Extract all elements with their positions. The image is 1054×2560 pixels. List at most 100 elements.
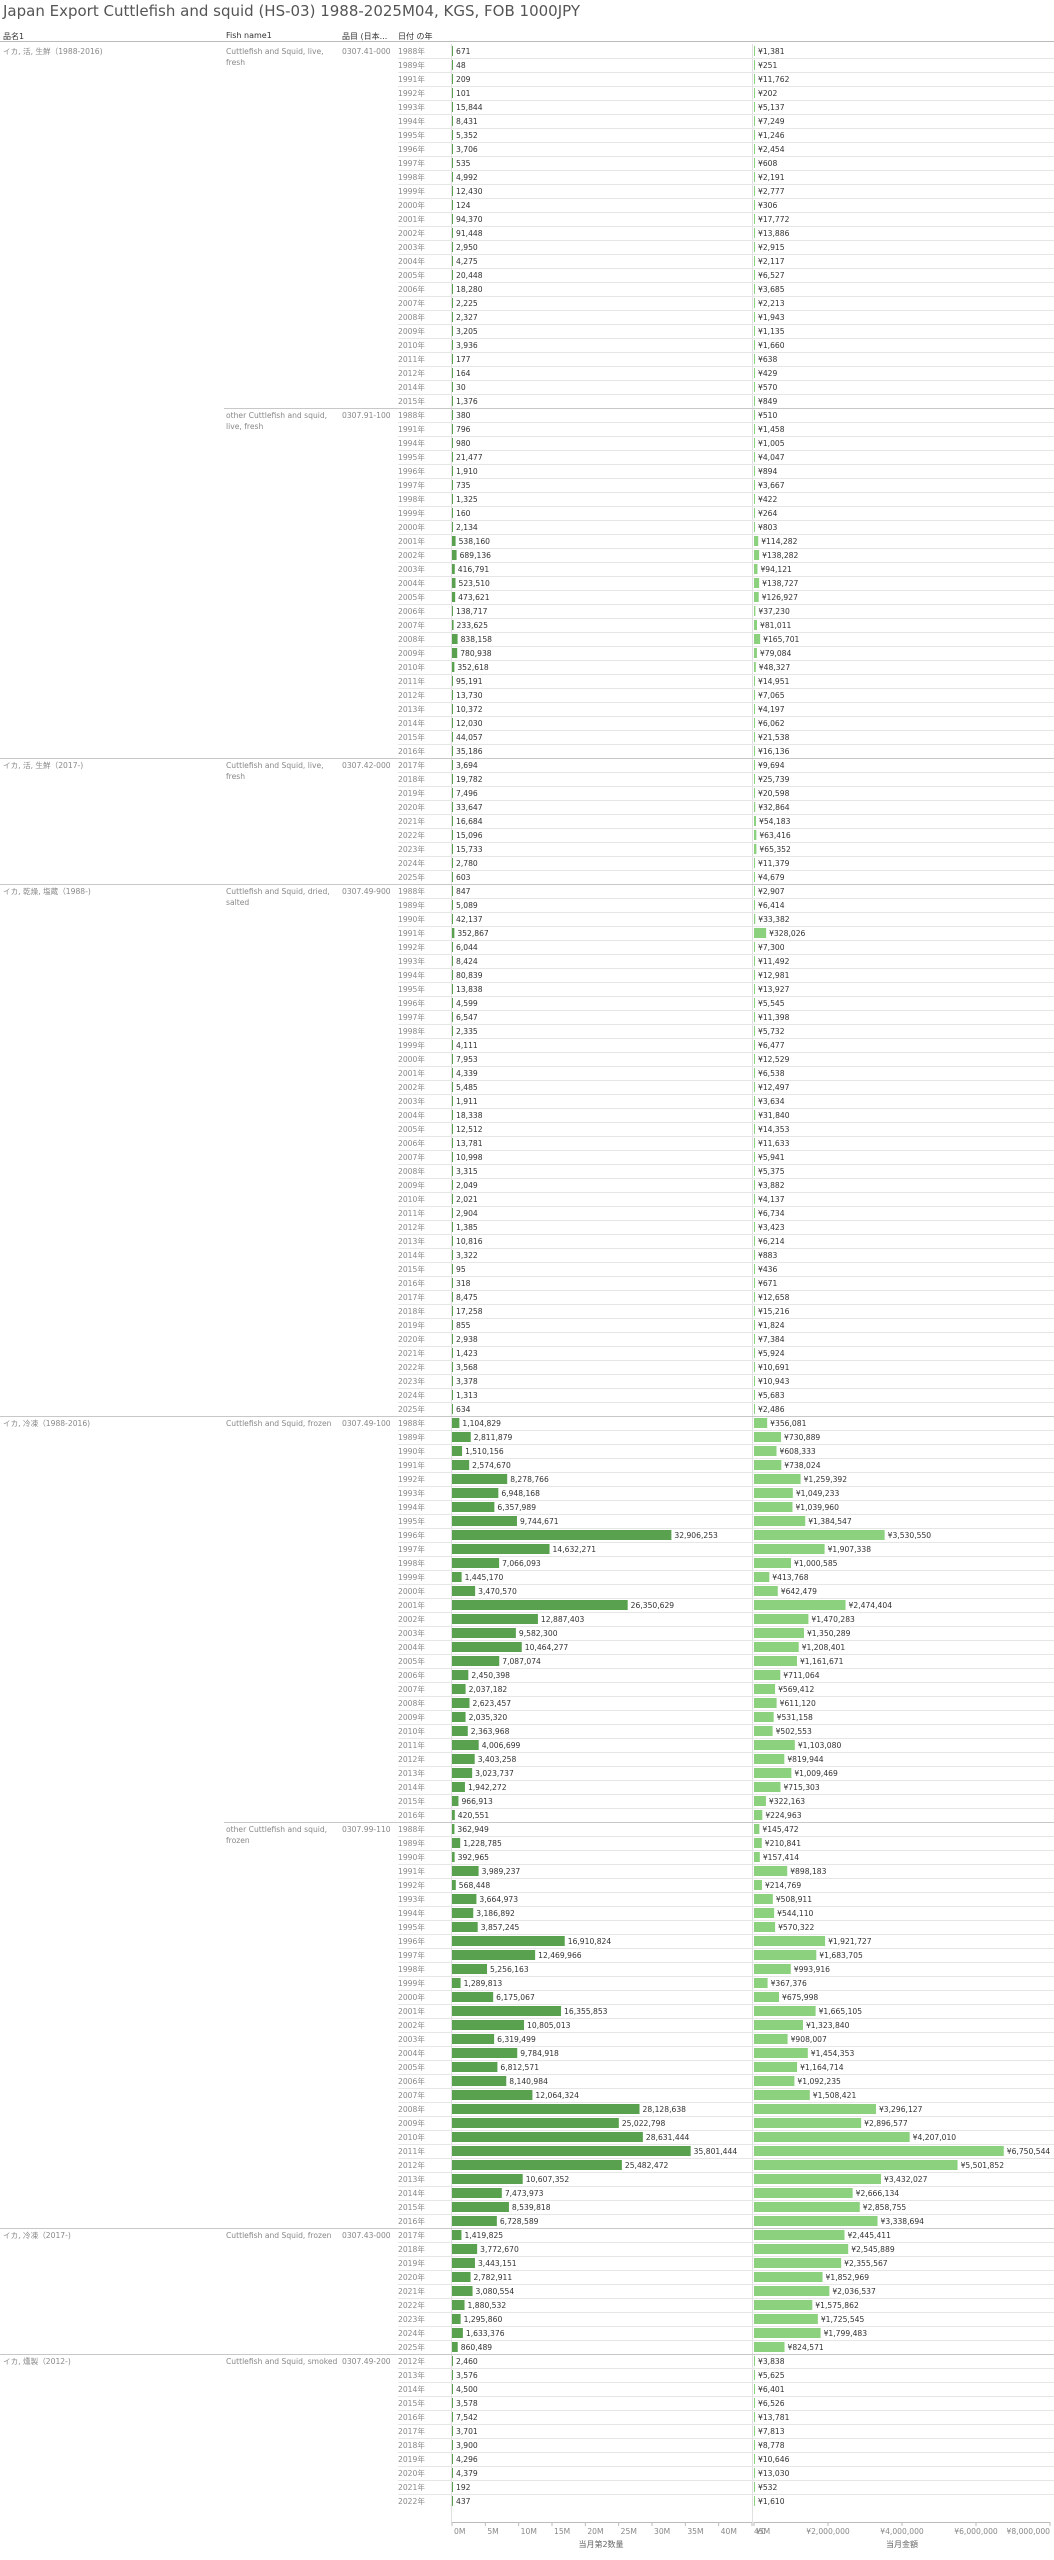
amount-bar [754, 242, 755, 252]
amount-bar [754, 1124, 755, 1134]
year-label: 2012年 [398, 2160, 425, 2170]
quantity-bar [452, 1124, 453, 1134]
quantity-value-label: 10,607,352 [526, 2175, 570, 2184]
quantity-value-label: 3,772,670 [480, 2245, 519, 2254]
year-label: 1989年 [398, 900, 425, 910]
amount-value-label: ¥1,161,671 [800, 1657, 844, 1666]
amount-value-label: ¥510 [758, 411, 777, 420]
quantity-value-label: 352,867 [457, 929, 489, 938]
quantity-bar [452, 676, 453, 686]
quantity-value-label: 6,175,067 [496, 1993, 535, 2002]
quantity-value-label: 1,385 [456, 1223, 478, 1232]
amount-bar [754, 1852, 760, 1862]
quantity-value-label: 12,064,324 [535, 2091, 579, 2100]
quantity-bar [452, 1488, 499, 1498]
amount-value-label: ¥642,479 [781, 1587, 817, 1596]
amount-bar [754, 1516, 806, 1526]
year-label: 2016年 [398, 2412, 425, 2422]
year-label: 2017年 [398, 2426, 425, 2436]
year-label: 2013年 [398, 2370, 425, 2380]
quantity-value-label: 8,431 [456, 117, 478, 126]
year-label: 2017年 [398, 760, 425, 770]
quantity-bar [452, 1768, 473, 1778]
amount-bar [754, 2146, 1004, 2156]
header-code[interactable]: 品目 (日本... [342, 32, 388, 41]
quantity-bar [452, 2132, 643, 2142]
quantity-bar [452, 956, 453, 966]
amount-value-label: ¥264 [758, 509, 777, 518]
quantity-value-label: 2,623,457 [472, 1699, 511, 1708]
amount-bar [754, 928, 767, 938]
quantity-bar [452, 1698, 470, 1708]
year-label: 2020年 [398, 1334, 425, 1344]
amount-bar [754, 1908, 775, 1918]
year-label: 1999年 [398, 1572, 425, 1582]
amount-value-label: ¥3,667 [758, 481, 785, 490]
quantity-value-label: 42,137 [456, 915, 483, 924]
quantity-value-label: 10,816 [456, 1237, 483, 1246]
amount-value-label: ¥3,423 [758, 1223, 785, 1232]
amount-value-label: ¥11,633 [758, 1139, 790, 1148]
amount-bar [754, 256, 755, 266]
year-label: 2000年 [398, 1992, 425, 2002]
quantity-bar [452, 2440, 453, 2450]
amount-value-label: ¥11,492 [758, 957, 790, 966]
quantity-value-label: 10,998 [456, 1153, 483, 1162]
quantity-value-label: 380 [456, 411, 471, 420]
year-label: 2021年 [398, 2482, 425, 2492]
year-label: 2011年 [398, 1208, 425, 1218]
amount-bar [754, 1810, 763, 1820]
quantity-tick-label: 15M [554, 2527, 570, 2536]
quantity-value-label: 603 [456, 873, 471, 882]
amount-bar [754, 1964, 791, 1974]
quantity-bar [452, 1068, 453, 1078]
year-label: 1996年 [398, 466, 425, 476]
quantity-value-label: 1,911 [456, 1097, 478, 1106]
year-label: 2002年 [398, 1082, 425, 1092]
quantity-bar [452, 634, 458, 644]
amount-value-label: ¥224,963 [765, 1811, 801, 1820]
header-year[interactable]: 日付 の年 [398, 32, 433, 41]
amount-value-label: ¥711,064 [783, 1671, 819, 1680]
quantity-bar [452, 732, 453, 742]
quantity-value-label: 13,781 [456, 1139, 483, 1148]
year-label: 2006年 [398, 2076, 425, 2086]
amount-value-label: ¥544,110 [777, 1909, 813, 1918]
quantity-bar [452, 1726, 468, 1736]
quantity-bar [452, 438, 453, 448]
amount-value-label: ¥508,911 [776, 1895, 812, 1904]
quantity-value-label: 568,448 [459, 1881, 491, 1890]
amount-bar [754, 1320, 755, 1330]
quantity-bar [452, 872, 453, 882]
header-name[interactable]: 品名1 [3, 32, 25, 41]
amount-value-label: ¥569,412 [778, 1685, 814, 1694]
amount-value-label: ¥1,092,235 [797, 2077, 841, 2086]
quantity-value-label: 18,280 [456, 285, 483, 294]
header-fish[interactable]: Fish name1 [226, 31, 272, 40]
amount-value-label: ¥7,813 [758, 2427, 785, 2436]
product-code-label: 0307.91-100 [342, 411, 391, 420]
amount-bar [754, 1712, 774, 1722]
amount-bar [754, 2342, 785, 2352]
year-label: 2014年 [398, 718, 425, 728]
year-label: 2007年 [398, 1684, 425, 1694]
quantity-bar [452, 2300, 465, 2310]
amount-bar [754, 900, 755, 910]
product-code-label: 0307.43-000 [342, 2231, 391, 2240]
amount-bar [754, 2454, 755, 2464]
amount-value-label: ¥21,538 [758, 733, 790, 742]
year-label: 2002年 [398, 228, 425, 238]
amount-bar [754, 2202, 860, 2212]
quantity-bar [452, 1880, 456, 1890]
quantity-value-label: 7,087,074 [502, 1657, 541, 1666]
amount-value-label: ¥65,352 [759, 845, 791, 854]
quantity-value-label: 3,989,237 [482, 1867, 521, 1876]
amount-value-label: ¥1,852,969 [826, 2273, 870, 2282]
amount-value-label: ¥6,538 [758, 1069, 785, 1078]
amount-bar [754, 1362, 755, 1372]
quantity-bar [452, 2188, 502, 2198]
quantity-value-label: 1,376 [456, 397, 478, 406]
quantity-bar [452, 2118, 619, 2128]
quantity-bar [452, 2230, 462, 2240]
amount-bar [754, 858, 755, 868]
